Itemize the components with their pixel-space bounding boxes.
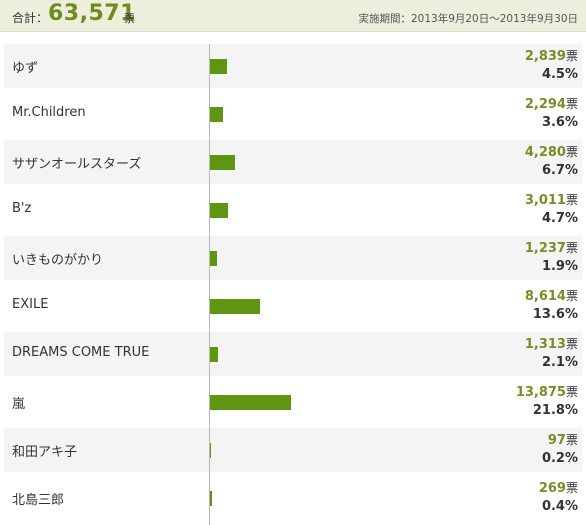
artist-name: 和田アキ子 (12, 445, 78, 460)
vote-count: 2,839票 (525, 47, 578, 64)
vote-unit: 票 (565, 193, 578, 207)
vote-percent: 4.5% (541, 67, 578, 82)
vote-unit: 票 (565, 145, 578, 159)
artist-name: Mr.Children (12, 105, 86, 120)
vote-bar (210, 299, 261, 314)
vote-unit: 票 (565, 97, 578, 111)
vote-bar (210, 203, 228, 218)
artist-name: B'z (12, 201, 32, 216)
vote-bar (210, 491, 212, 506)
artist-name: 嵐 (12, 397, 26, 412)
artist-name: ゆず (12, 61, 39, 76)
vote-bar (210, 251, 218, 266)
vote-unit: 票 (565, 481, 578, 495)
vote-percent: 21.8% (532, 403, 578, 418)
total-votes-unit: 票 (124, 12, 135, 25)
total-label: 合計： (12, 11, 49, 25)
vote-count-value: 13,875 (515, 385, 566, 400)
vote-count-value: 1,237 (524, 241, 566, 256)
chart-row: Mr.Children 2,294票 3.6% (4, 92, 582, 136)
vote-count: 1,237票 (525, 239, 578, 256)
chart-axis-line (209, 44, 210, 525)
vote-bar (210, 59, 227, 74)
chart-row: 和田アキ子 97票 0.2% (4, 428, 582, 472)
vote-count: 4,280票 (525, 143, 578, 160)
vote-unit: 票 (565, 385, 578, 399)
vote-bar (210, 155, 236, 170)
vote-percent: 2.1% (541, 355, 578, 370)
vote-bar (210, 395, 292, 410)
vote-unit: 票 (565, 337, 578, 351)
vote-count: 3,011票 (525, 191, 578, 208)
vote-percent: 4.7% (541, 211, 578, 226)
artist-name: サザンオールスターズ (12, 157, 142, 172)
vote-unit: 票 (565, 241, 578, 255)
vote-count: 2,294票 (525, 95, 578, 112)
vote-count: 1,313票 (525, 335, 578, 352)
vote-bar (210, 443, 211, 458)
vote-count: 97票 (548, 431, 578, 448)
chart-row: 嵐 13,875票 21.8% (4, 380, 582, 424)
artist-name: 北島三郎 (12, 493, 65, 508)
survey-period: 実施期間：2013年9月20日～2013年9月30日 (358, 13, 578, 25)
chart-row: ゆず 2,839票 4.5% (4, 44, 582, 88)
vote-percent: 13.6% (532, 307, 578, 322)
vote-count-value: 97 (547, 433, 566, 448)
vote-count-value: 269 (538, 481, 566, 496)
vote-count: 8,614票 (525, 287, 578, 304)
artist-name: いきものがかり (12, 253, 104, 268)
vote-count-value: 3,011 (524, 193, 566, 208)
total-votes: 63,571 (48, 1, 136, 26)
vote-count-value: 1,313 (524, 337, 566, 352)
vote-count: 13,875票 (516, 383, 578, 400)
chart-row: いきものがかり 1,237票 1.9% (4, 236, 582, 280)
vote-percent: 3.6% (541, 115, 578, 130)
vote-bar (210, 347, 218, 362)
vote-count-value: 2,294 (524, 97, 566, 112)
vote-count-value: 8,614 (524, 289, 566, 304)
vote-unit: 票 (565, 289, 578, 303)
vote-percent: 6.7% (541, 163, 578, 178)
chart-row: EXILE 8,614票 13.6% (4, 284, 582, 328)
vote-unit: 票 (565, 433, 578, 447)
summary-header: 合計： 63,571 票 実施期間：2013年9月20日～2013年9月30日 (0, 0, 586, 32)
vote-percent: 1.9% (541, 259, 578, 274)
vote-count-value: 2,839 (524, 49, 566, 64)
chart-row: B'z 3,011票 4.7% (4, 188, 582, 232)
artist-name: DREAMS COME TRUE (12, 345, 150, 360)
vote-bar (210, 107, 224, 122)
artist-name: EXILE (12, 297, 49, 312)
chart-row: DREAMS COME TRUE 1,313票 2.1% (4, 332, 582, 376)
vote-percent: 0.4% (541, 499, 578, 514)
vote-unit: 票 (565, 49, 578, 63)
vote-count: 269票 (539, 479, 578, 496)
chart-row: 北島三郎 269票 0.4% (4, 476, 582, 520)
vote-percent: 0.2% (541, 451, 578, 466)
chart-row: サザンオールスターズ 4,280票 6.7% (4, 140, 582, 184)
vote-count-value: 4,280 (524, 145, 566, 160)
